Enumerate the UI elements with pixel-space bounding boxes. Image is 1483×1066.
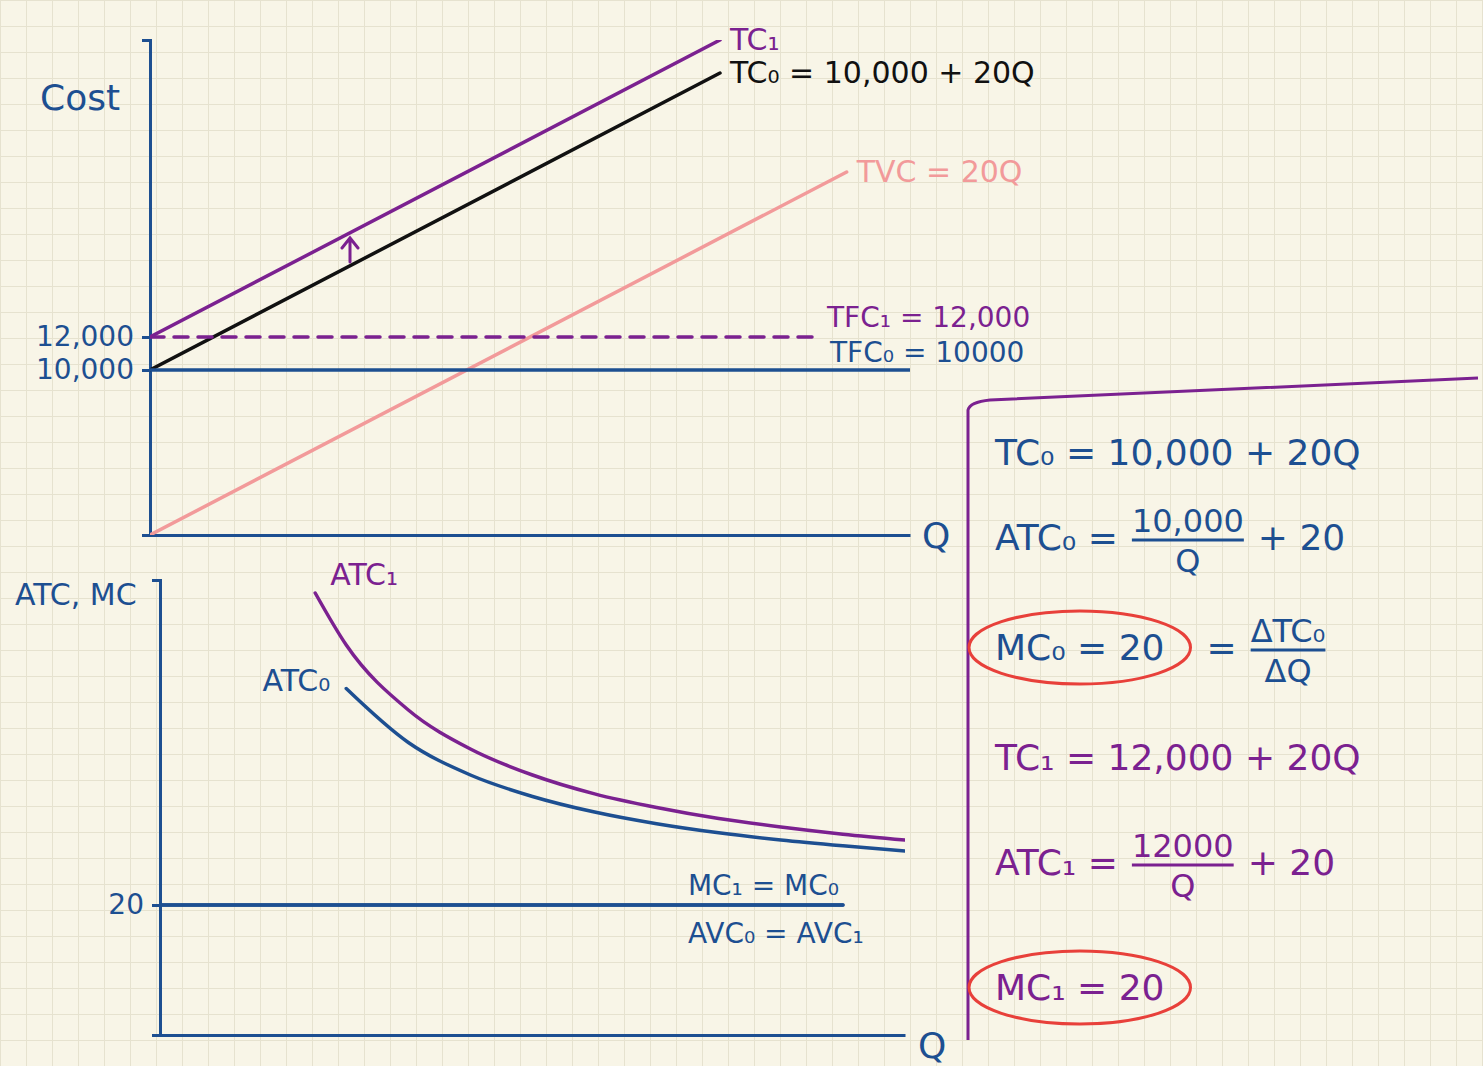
tick-mark (142, 336, 150, 339)
equation-text: MC₁ = 20 (995, 967, 1165, 1008)
series-label: TVC = 20Q (856, 154, 1023, 189)
x-axis-title: Q (918, 1025, 946, 1066)
series-label: TFC₀ = 10000 (829, 336, 1024, 369)
panel-border (968, 378, 1478, 1040)
equation-text: MC₀ = 20 (995, 627, 1165, 668)
series-line (150, 40, 720, 337)
series-label: TFC₁ = 12,000 (826, 301, 1030, 334)
tick-mark (152, 904, 160, 907)
highlight-circle (969, 951, 1191, 1024)
series-label: ATC₁ (330, 557, 398, 592)
series-label: MC₁ = MC₀ (688, 869, 839, 902)
tick: 12,000 (36, 320, 150, 353)
fraction-denominator: ΔQ (1265, 652, 1312, 690)
equation-text: = (1207, 627, 1237, 668)
equation-text: TC₁ = 12,000 + 20Q (994, 737, 1361, 778)
fraction-denominator: Q (1170, 867, 1195, 905)
x-axis-title: Q (922, 515, 950, 556)
equation: TC₀ = 10,000 + 20Q (994, 432, 1361, 473)
series-line (315, 593, 905, 840)
fraction-numerator: 10,000 (1132, 502, 1244, 540)
series-label: ATC₀ (263, 663, 331, 698)
series-label: TC₀ = 10,000 + 20Q (729, 55, 1035, 90)
equation-text: TC₀ = 10,000 + 20Q (994, 432, 1361, 473)
tick: 20 (108, 888, 160, 921)
x-axis (161, 1035, 906, 1036)
axis-line (142, 41, 151, 536)
tick-label: 10,000 (36, 353, 134, 386)
shift-arrow (342, 238, 358, 262)
axis-line (151, 534, 911, 537)
fraction-bar (1251, 649, 1326, 652)
chart-panel: 10,00012,000CostQTC₁TC₀ = 10,000 + 20QTV… (36, 22, 1035, 556)
series-label: TC₁ (729, 22, 780, 57)
equation-text: + 20 (1248, 842, 1335, 883)
series-line (346, 689, 905, 852)
equation: ATC₁ = 12000Q + 20 (995, 827, 1335, 905)
equation: ATC₀ = 10,000Q + 20 (995, 502, 1345, 580)
tick-label: 12,000 (36, 320, 134, 353)
equation-text: ATC₁ = (995, 842, 1118, 883)
fraction-bar (1132, 864, 1234, 867)
series-line (150, 73, 720, 370)
tick-label: 20 (108, 888, 144, 921)
y-axis-title: ATC, MC (15, 577, 137, 612)
chart-panel: 20 ATC, MC Q ATC₁ ATC₀ MC₁ = MC₀ AVC₀ = AVC₁ (15, 557, 946, 1066)
fraction-bar (1132, 539, 1244, 542)
highlight-circle (969, 611, 1191, 684)
equation: MC₀ = 20 = ΔTC₀ΔQ (969, 611, 1325, 690)
equation-text: ATC₀ = (995, 517, 1118, 558)
y-axis: 20 (108, 581, 160, 1036)
x-axis (151, 535, 911, 536)
axis-line (152, 581, 161, 1036)
axis-line (161, 1034, 906, 1037)
series-line (160, 903, 843, 907)
series-labels: ATC₁ ATC₀ MC₁ = MC₀ AVC₀ = AVC₁ (263, 557, 864, 950)
series-line (150, 172, 847, 535)
series-line (150, 368, 910, 372)
tick-mark (142, 369, 150, 372)
plot-area (160, 593, 905, 905)
series-labels: TC₁TC₀ = 10,000 + 20Q TVC = 20Q TFC₁ = 12,… (729, 22, 1035, 369)
equation-text: + 20 (1258, 517, 1345, 558)
equation-panel: TC₀ = 10,000 + 20QATC₀ =10,000Q+ 20MC₀ =… (968, 378, 1478, 1040)
y-axis: 10,00012,000 (36, 41, 150, 536)
y-axis-title: Cost (40, 77, 120, 118)
plot-area (150, 40, 910, 535)
series-line (160, 903, 843, 907)
fraction-numerator: 12000 (1132, 827, 1234, 865)
equation: MC₁ = 20 (969, 951, 1191, 1024)
series-line (150, 335, 815, 339)
fraction-numerator: ΔTC₀ (1251, 612, 1326, 650)
tick: 10,000 (36, 353, 150, 386)
series-label: AVC₀ = AVC₁ (688, 917, 864, 950)
equation: TC₁ = 12,000 + 20Q (994, 737, 1361, 778)
canvas: 10,00012,000CostQTC₁TC₀ = 10,000 + 20QTV… (0, 0, 1483, 1066)
fraction-denominator: Q (1175, 542, 1200, 580)
